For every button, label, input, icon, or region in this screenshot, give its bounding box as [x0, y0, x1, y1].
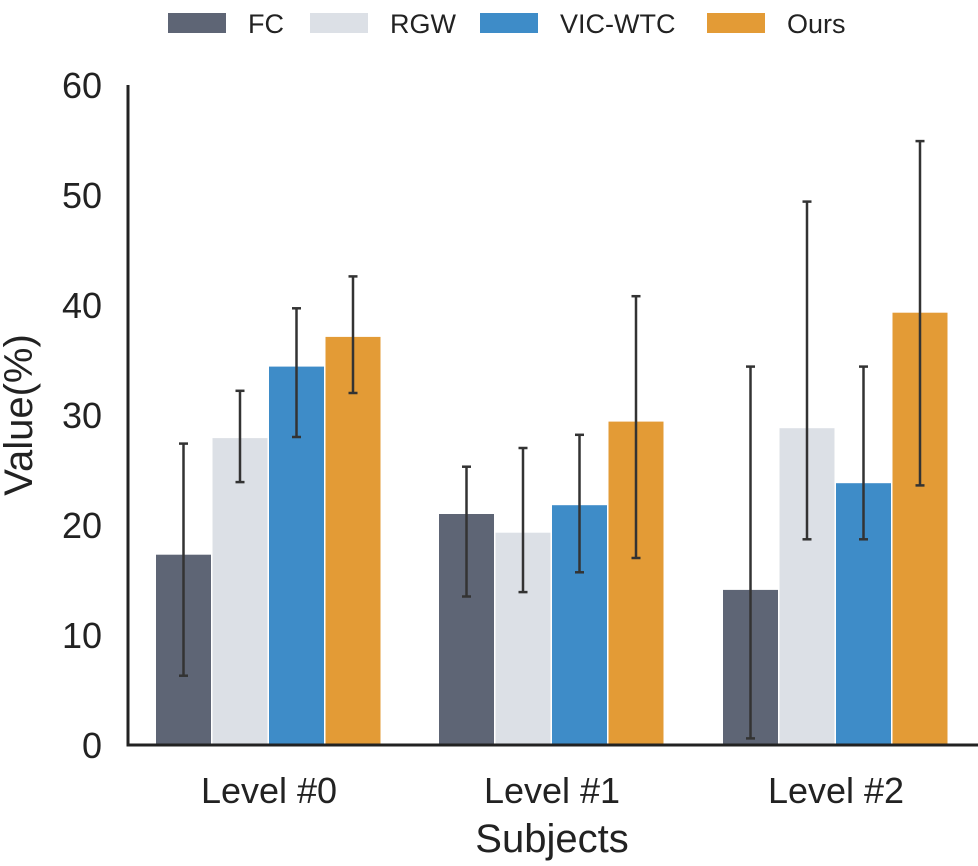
- bars: [156, 312, 948, 745]
- legend-swatch: [707, 13, 765, 33]
- error-bar-fc-1: [462, 465, 471, 598]
- y-tick-label: 60: [62, 65, 102, 106]
- bar-rgw-0: [212, 438, 268, 745]
- y-tick-label: 30: [62, 395, 102, 436]
- legend: FC RGW VIC-WTC Ours: [168, 9, 846, 39]
- error-bar-fc-0: [179, 442, 188, 677]
- legend-swatch: [168, 13, 226, 33]
- y-tick-label: 0: [82, 725, 102, 766]
- legend-item-vic-wtc: VIC-WTC: [480, 9, 675, 39]
- y-axis-title: Value(%): [0, 334, 41, 496]
- x-tick-label: Level #1: [484, 770, 620, 811]
- legend-label: Ours: [787, 9, 846, 39]
- error-bar-fc-2: [746, 365, 755, 740]
- error-bar-ours-2: [915, 139, 925, 487]
- legend-label: FC: [248, 9, 284, 39]
- bar-ours-0: [325, 336, 381, 745]
- error-bar-vic-wtc-2: [859, 365, 868, 541]
- y-tick-label: 20: [62, 505, 102, 546]
- error-bar-vic-wtc-1: [575, 433, 584, 574]
- legend-item-fc: FC: [168, 9, 284, 39]
- x-axis-title: Subjects: [475, 817, 628, 861]
- legend-swatch: [310, 13, 368, 33]
- legend-label: RGW: [390, 9, 457, 39]
- y-tick-labels: 0 10 20 30 40 50 60: [62, 65, 102, 766]
- x-tick-labels: Level #0 Level #1 Level #2: [201, 770, 904, 811]
- y-tick-label: 10: [62, 615, 102, 656]
- error-bar-ours-0: [348, 275, 358, 395]
- legend-swatch: [480, 13, 538, 33]
- error-bar-rgw-1: [518, 446, 528, 594]
- y-tick-label: 40: [62, 285, 102, 326]
- error-bars: [179, 139, 925, 740]
- error-bar-vic-wtc-0: [292, 307, 301, 439]
- y-tick-label: 50: [62, 175, 102, 216]
- x-tick-label: Level #0: [201, 770, 337, 811]
- x-tick-label: Level #2: [768, 770, 904, 811]
- legend-item-rgw: RGW: [310, 9, 457, 39]
- error-bar-rgw-0: [235, 389, 245, 484]
- legend-label: VIC-WTC: [560, 9, 675, 39]
- axes: [126, 85, 978, 747]
- error-bar-ours-1: [631, 294, 641, 560]
- error-bar-rgw-2: [802, 200, 812, 541]
- legend-item-ours: Ours: [707, 9, 846, 39]
